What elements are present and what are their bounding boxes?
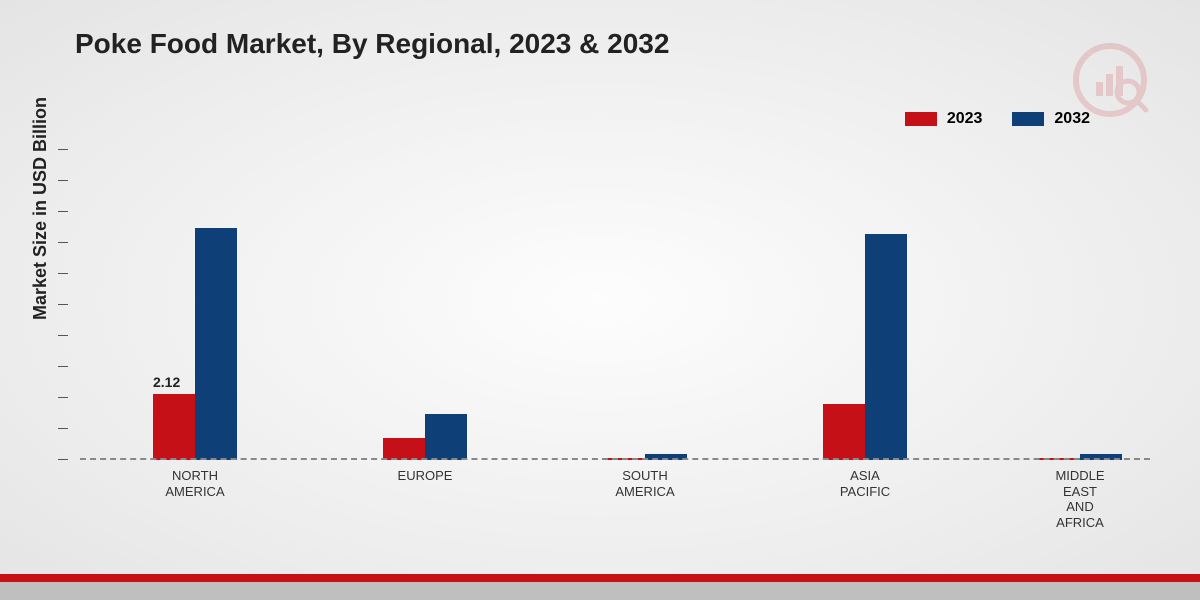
bar-group: 2.12 <box>153 228 237 461</box>
y-tick <box>58 397 68 398</box>
plot-area: 2.12 <box>80 150 1150 460</box>
legend-swatch-2032 <box>1012 112 1044 126</box>
y-tick <box>58 459 68 460</box>
y-axis-label: Market Size in USD Billion <box>30 97 51 320</box>
legend-label-2023: 2023 <box>947 110 983 128</box>
bar-value-label: 2.12 <box>153 374 180 390</box>
y-tick <box>58 428 68 429</box>
bar-group <box>823 234 907 460</box>
y-tick <box>58 242 68 243</box>
y-tick <box>58 180 68 181</box>
x-axis-category-label: SOUTH AMERICA <box>615 468 674 499</box>
footer-bar <box>0 582 1200 600</box>
bar-group <box>383 414 467 461</box>
legend-item-2032: 2032 <box>1012 110 1090 128</box>
footer-accent-bar <box>0 574 1200 582</box>
x-axis-category-label: ASIA PACIFIC <box>840 468 890 499</box>
y-ticks <box>58 150 78 460</box>
bar-2032 <box>195 228 237 461</box>
bar-2023 <box>823 404 865 460</box>
y-tick <box>58 366 68 367</box>
y-tick <box>58 273 68 274</box>
legend-swatch-2023 <box>905 112 937 126</box>
x-axis-category-label: NORTH AMERICA <box>165 468 224 499</box>
bar-2032 <box>425 414 467 461</box>
chart-title: Poke Food Market, By Regional, 2023 & 20… <box>75 28 669 60</box>
bar-2023 <box>383 438 425 460</box>
x-axis-baseline <box>80 458 1150 460</box>
y-tick <box>58 211 68 212</box>
y-tick <box>58 335 68 336</box>
y-tick <box>58 149 68 150</box>
x-axis-category-label: MIDDLE EAST AND AFRICA <box>1055 468 1104 530</box>
bar-2023 <box>153 394 195 460</box>
legend-item-2023: 2023 <box>905 110 983 128</box>
y-tick <box>58 304 68 305</box>
x-axis-category-label: EUROPE <box>398 468 453 484</box>
legend: 2023 2032 <box>905 110 1090 128</box>
legend-label-2032: 2032 <box>1054 110 1090 128</box>
bar-2032 <box>865 234 907 460</box>
